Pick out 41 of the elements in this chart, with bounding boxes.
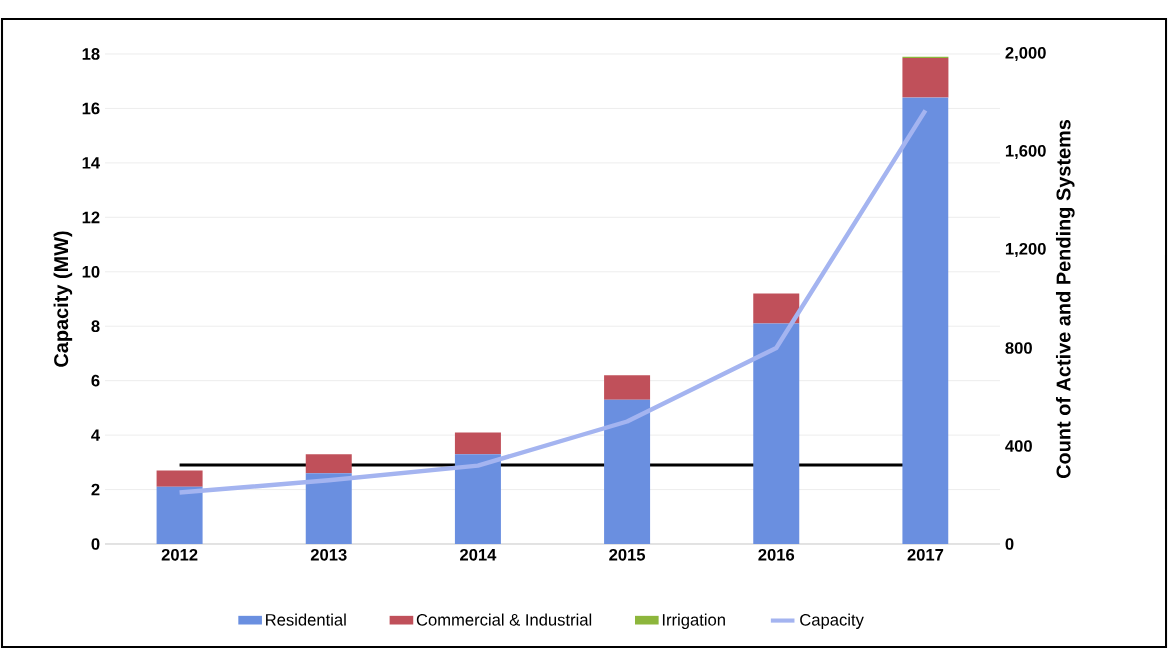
bar [902, 58, 949, 98]
bar [753, 293, 800, 324]
y2-tick-label: 1,200 [1005, 242, 1046, 258]
legend-label: Commercial & Industrial [416, 613, 592, 626]
bar [156, 486, 203, 544]
y2-axis-title: Count of Active and Pending Systems [1055, 119, 1075, 479]
line-series [177, 108, 928, 495]
y2-tick-label: 0 [1005, 538, 1014, 550]
x-tick-label: 2017 [907, 548, 944, 561]
bar [604, 399, 651, 544]
y-tick-label: 12 [82, 211, 100, 224]
bar [305, 473, 352, 544]
bar [305, 454, 352, 474]
bar [454, 454, 501, 544]
bar [604, 375, 651, 400]
x-tick-label: 2012 [161, 548, 198, 561]
x-tick-label: 2016 [758, 548, 795, 561]
x-tick-label: 2015 [609, 548, 646, 561]
y-tick-label: 0 [91, 538, 100, 550]
y-axis-title: Capacity (MW) [53, 231, 73, 367]
y-tick-label: 2 [91, 483, 100, 496]
y-tick-label: 16 [82, 102, 100, 115]
bar [902, 97, 949, 544]
y2-tick-label: 800 [1005, 342, 1032, 354]
y2-tick-label: 1,600 [1005, 144, 1046, 160]
y2-tick-label: 400 [1005, 440, 1032, 452]
bar [156, 470, 203, 487]
legend-label: Irrigation [662, 613, 725, 629]
legend-label: Residential [266, 613, 346, 626]
x-tick-label: 2014 [460, 548, 497, 561]
x-tick-label: 2013 [310, 548, 347, 561]
y-tick-label: 18 [82, 48, 100, 60]
y-tick-label: 14 [82, 157, 101, 169]
legend-label: Capacity [800, 613, 864, 629]
y-tick-label: 10 [82, 265, 100, 278]
bar [454, 432, 501, 455]
y2-tick-label: 2,000 [1005, 46, 1046, 62]
bar [753, 323, 800, 544]
y-tick-label: 6 [91, 374, 100, 387]
y-tick-label: 4 [91, 429, 101, 441]
y-tick-label: 8 [91, 320, 100, 333]
